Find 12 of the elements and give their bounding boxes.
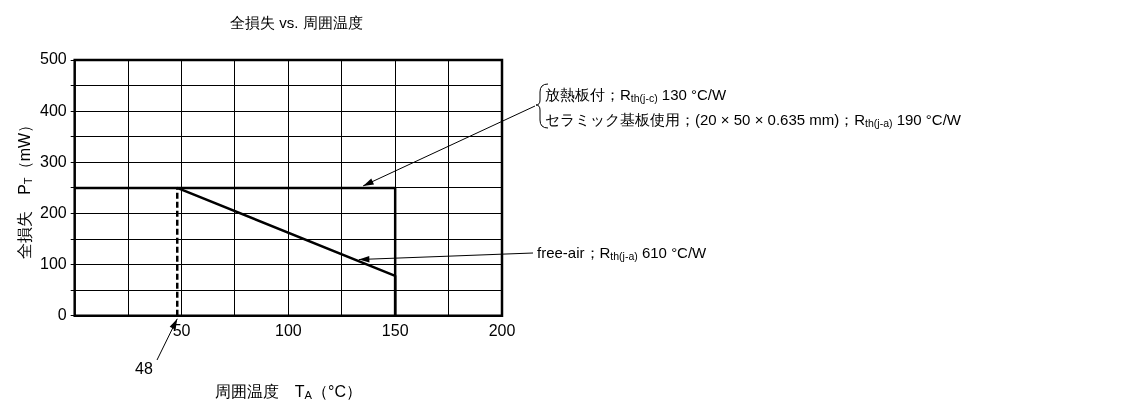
chart-title: 全損失 vs. 周囲温度 — [230, 14, 363, 31]
y-tick-label: 300 — [39, 152, 67, 170]
y-tick-label: 500 — [39, 50, 67, 68]
y-tick-label: 100 — [39, 255, 67, 273]
y-tick-label: 0 — [57, 306, 67, 324]
x-tick-label: 100 — [275, 321, 302, 339]
y-tick-label: 200 — [39, 203, 67, 221]
y-axis-title: 全損失 PT（mW） — [16, 116, 34, 259]
x-tick-label: 200 — [488, 321, 516, 339]
x-tick-label: 150 — [381, 321, 409, 339]
y-tick-label: 400 — [39, 101, 67, 119]
annotation: 48 — [135, 360, 153, 377]
